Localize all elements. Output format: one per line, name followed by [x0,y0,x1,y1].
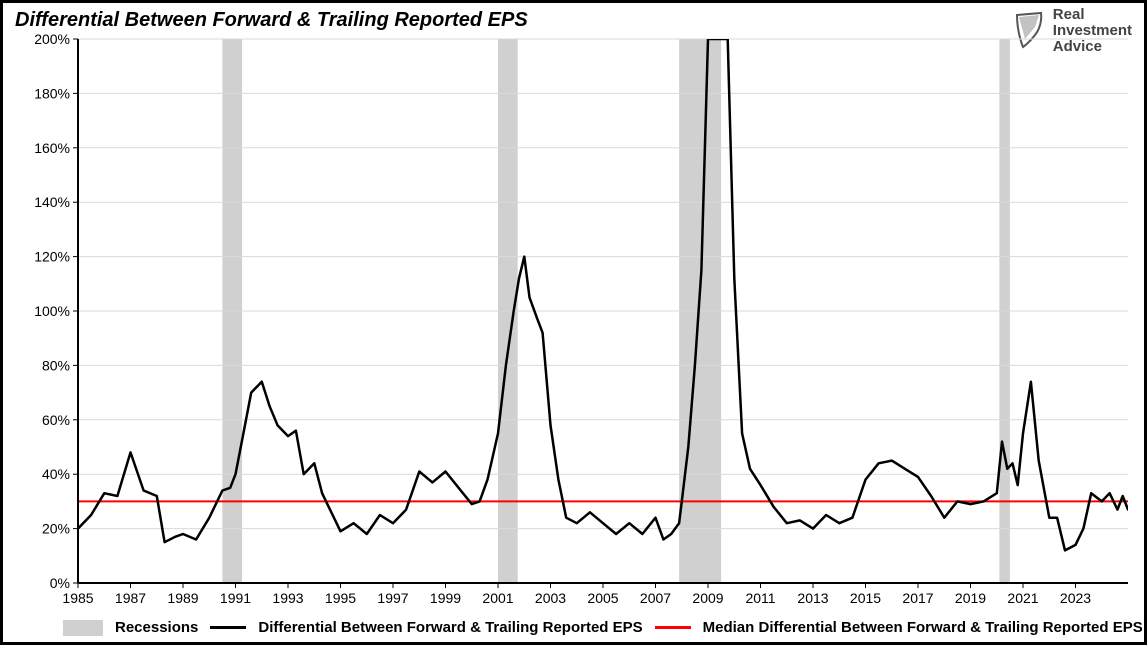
svg-text:1987: 1987 [115,590,146,606]
chart-container: Differential Between Forward & Trailing … [0,0,1147,645]
svg-text:1997: 1997 [377,590,408,606]
svg-text:40%: 40% [42,466,70,482]
svg-text:0%: 0% [50,575,70,591]
legend-swatch-series [210,626,246,629]
svg-text:1989: 1989 [167,590,198,606]
svg-text:100%: 100% [34,303,70,319]
legend-label-series: Differential Between Forward & Trailing … [258,619,642,636]
svg-text:2011: 2011 [745,590,775,606]
svg-text:80%: 80% [42,357,70,373]
svg-text:1995: 1995 [325,590,356,606]
svg-text:2023: 2023 [1060,590,1091,606]
svg-text:2009: 2009 [692,590,723,606]
svg-text:1999: 1999 [430,590,461,606]
svg-text:2019: 2019 [955,590,986,606]
svg-text:200%: 200% [34,31,70,47]
svg-text:140%: 140% [34,194,70,210]
legend-label-recessions: Recessions [115,619,198,636]
svg-text:1985: 1985 [62,590,93,606]
legend-swatch-median [655,626,691,629]
svg-text:2017: 2017 [902,590,933,606]
svg-text:1993: 1993 [272,590,303,606]
svg-text:2005: 2005 [587,590,618,606]
chart-plot: 0% 20% 40% 60% 80% 100% 120% 140% 160% 180% 200% 19… [3,3,1144,642]
svg-text:2001: 2001 [482,590,513,606]
svg-text:180%: 180% [34,85,70,101]
chart-legend: Recessions Differential Between Forward … [63,619,1143,636]
svg-text:2021: 2021 [1007,590,1038,606]
svg-text:2015: 2015 [850,590,881,606]
svg-text:2007: 2007 [640,590,671,606]
svg-text:20%: 20% [42,521,70,537]
svg-text:160%: 160% [34,140,70,156]
svg-text:2013: 2013 [797,590,828,606]
svg-text:120%: 120% [34,249,70,265]
svg-text:60%: 60% [42,412,70,428]
legend-swatch-recessions [63,620,103,636]
svg-text:1991: 1991 [220,590,251,606]
svg-text:2003: 2003 [535,590,566,606]
legend-label-median: Median Differential Between Forward & Tr… [703,619,1143,636]
